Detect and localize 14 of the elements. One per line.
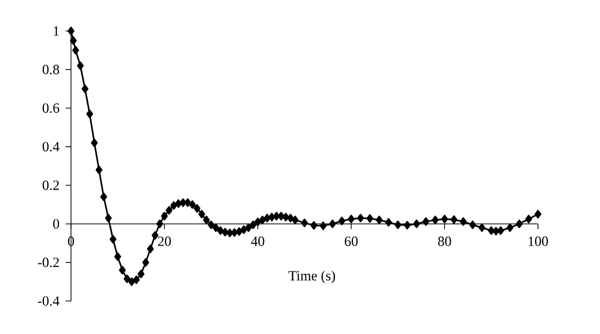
y-tick-label: 0.4: [42, 142, 60, 152]
x-tick-label: 60: [344, 236, 358, 246]
x-tick-label: 80: [438, 236, 452, 246]
y-tick-label: 1: [54, 26, 59, 36]
x-axis-title: Time (s): [288, 270, 336, 284]
x-tick-label: 20: [158, 236, 171, 246]
y-tick-label: 0.8: [42, 64, 60, 74]
y-tick-label: -0.2: [38, 258, 59, 268]
y-tick-label: 0.6: [42, 103, 60, 113]
x-tick-label: 100: [528, 236, 548, 246]
y-tick-label: 0: [53, 219, 60, 229]
y-tick-label: -0.4: [38, 296, 60, 306]
x-tick-label: 40: [251, 236, 264, 246]
y-tick-label: 0.2: [42, 180, 59, 190]
